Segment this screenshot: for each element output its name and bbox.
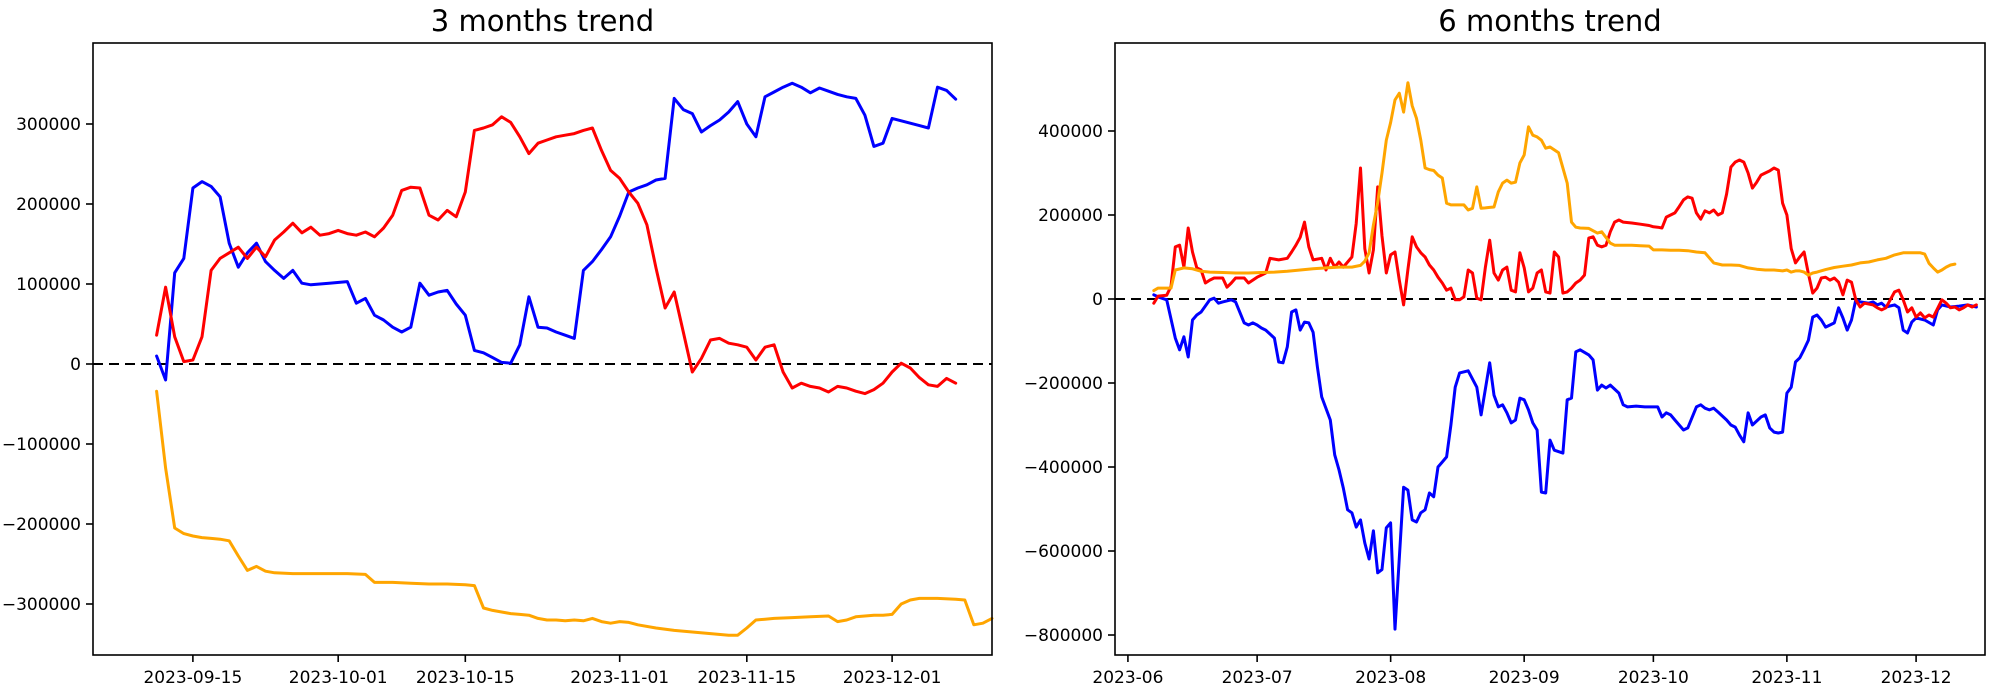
y-tick-label: 300000 <box>16 115 81 135</box>
x-tick-label: 2023-07 <box>1222 668 1293 688</box>
chart-title-3-months: 3 months trend <box>431 4 654 38</box>
y-tick-label: −100000 <box>2 435 81 455</box>
series-6-months-blue <box>1152 293 1978 631</box>
chart-6-months: 400000 200000 0 −200000 −400000 −600000 −80000… <box>1024 4 1986 688</box>
y-tick-label: 400000 <box>1038 122 1103 142</box>
axes-frame-3-months <box>92 42 993 656</box>
x-tick-label: 2023-09 <box>1489 668 1560 688</box>
chart-3-months: 300000 200000 100000 0 −100000 −200000 −300000… <box>2 4 994 688</box>
x-tick-label: 2023-09-15 <box>143 668 242 688</box>
x-tick-label: 2023-10-01 <box>289 668 388 688</box>
y-tick-label: −300000 <box>2 595 81 615</box>
y-tick-label: 200000 <box>1038 206 1103 226</box>
series-3-months-red <box>155 115 958 396</box>
y-tick-label: −400000 <box>1024 458 1103 478</box>
y-tick-label: 0 <box>1092 290 1103 310</box>
y-tick-label: −600000 <box>1024 542 1103 562</box>
series-6-months-orange <box>1152 81 1957 293</box>
x-tick-label: 2023-11 <box>1751 668 1822 688</box>
x-tick-label: 2023-10 <box>1618 668 1689 688</box>
y-tick-label: 200000 <box>16 195 81 215</box>
series-6-months-red <box>1152 158 1978 320</box>
x-tick-label: 2023-12-01 <box>843 668 942 688</box>
series-3-months-blue <box>155 81 958 382</box>
x-tick-label: 2023-06 <box>1092 668 1163 688</box>
axes-frame-6-months <box>1114 42 1986 656</box>
chart-title-6-months: 6 months trend <box>1438 4 1661 38</box>
x-tick-label: 2023-11-01 <box>570 668 669 688</box>
x-tick-label: 2023-11-15 <box>697 668 796 688</box>
series-3-months-orange <box>155 389 994 637</box>
x-tick-label: 2023-08 <box>1355 668 1426 688</box>
y-tick-label: −200000 <box>2 515 81 535</box>
x-tick-label: 2023-10-15 <box>416 668 515 688</box>
y-tick-label: 100000 <box>16 275 81 295</box>
y-tick-label: −800000 <box>1024 626 1103 646</box>
y-tick-label: 0 <box>70 355 81 375</box>
y-tick-label: −200000 <box>1024 374 1103 394</box>
x-tick-label: 2023-12 <box>1881 668 1952 688</box>
